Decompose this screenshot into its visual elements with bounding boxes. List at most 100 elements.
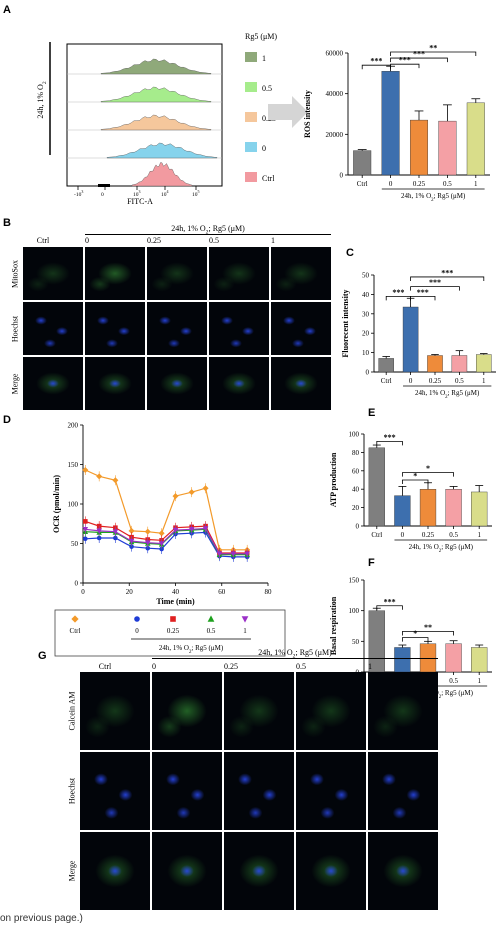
- category-label: 0: [389, 180, 393, 188]
- histogram-curve: [100, 58, 212, 75]
- microscopy-image: [80, 752, 150, 830]
- flow-legend-title: Rg5 (μM): [245, 32, 277, 41]
- flow-tick-label: 103: [133, 189, 141, 198]
- histogram-curve: [131, 162, 193, 187]
- bar: [445, 488, 462, 527]
- bar: [427, 355, 443, 373]
- microscopy-image: [368, 832, 438, 910]
- microscopy-image: [147, 247, 207, 300]
- significance-label: **: [429, 45, 437, 52]
- data-point: [244, 551, 250, 557]
- significance-bracket: [390, 57, 448, 63]
- data-point: [83, 519, 88, 524]
- panel-label-e: E: [368, 407, 376, 419]
- panel-a-flow: 24h, 1% O2 FITC-A -103 0 103 104 105 Rg5 (μM…: [36, 32, 308, 206]
- x-tick-label: 0: [81, 588, 85, 596]
- significance-bracket: [410, 286, 460, 291]
- significance-label: ***: [417, 288, 429, 297]
- data-point: [96, 535, 102, 541]
- bar: [381, 71, 400, 176]
- data-point: [96, 528, 102, 534]
- panel-a-ros-chart: 0 20000 40000 60000 ROS intensity Ctrl 0 0.25 0.…: [303, 45, 490, 203]
- significance-label: ***: [441, 268, 453, 277]
- group-label: 24h, 1% O2; Rg5 (μM): [415, 389, 480, 400]
- legend-label: Ctrl: [70, 627, 81, 635]
- microscopy-image: [152, 832, 222, 910]
- panel-c-fluor-chart: 0 10 20 30 40 50 Fluorecent intensity Ctrl 0 0.25…: [341, 268, 496, 400]
- significance-bracket: [390, 63, 420, 69]
- y-tick-label: 60: [352, 467, 360, 475]
- data-point: [82, 467, 89, 474]
- bar: [409, 119, 429, 176]
- significance-label: *: [426, 464, 430, 473]
- bar: [378, 358, 394, 373]
- category-label: 1: [474, 180, 478, 188]
- series-line: [82, 523, 250, 559]
- legend-swatch: [245, 112, 257, 122]
- y-tick-label: 40: [362, 291, 370, 299]
- panel-label-a: A: [3, 4, 11, 16]
- y-tick-label: 200: [68, 422, 79, 430]
- y-tick-label: 150: [68, 461, 79, 469]
- x-tick-label: 60: [218, 588, 226, 596]
- data-point: [144, 528, 151, 535]
- data-point: [128, 527, 135, 534]
- category-label: 0.5: [455, 377, 464, 385]
- bar: [368, 447, 385, 527]
- category-label: 0.25: [413, 180, 426, 188]
- category-label: 0.5: [449, 531, 458, 539]
- panel-d-ocr-chart: 0 50 100 150 200 0 20 40 60 80 Time (min) OCR (pmol…: [52, 422, 286, 657]
- data-point: [207, 615, 215, 622]
- histogram-curve: [100, 86, 212, 103]
- image-column-label: 0: [152, 662, 156, 671]
- significance-label: *: [413, 472, 417, 481]
- y-tick-label: 50: [362, 272, 370, 280]
- data-point: [158, 541, 165, 547]
- significance-label: ***: [413, 50, 425, 59]
- category-label: 0: [409, 377, 413, 385]
- microscopy-image: [23, 357, 83, 410]
- legend-label: 1: [243, 627, 247, 635]
- microscopy-image: [368, 752, 438, 830]
- category-label: 0: [401, 531, 405, 539]
- bar: [466, 102, 485, 176]
- microscopy-image: [271, 357, 331, 410]
- y-tick-label: 20000: [326, 131, 344, 139]
- category-label: 1: [477, 531, 481, 539]
- microscopy-image: [23, 247, 83, 300]
- data-point: [202, 526, 209, 532]
- line-legend: Ctrl 0 0.25 0.5 1 24h, 1% O2; Rg5 (μM): [54, 609, 286, 657]
- bar: [451, 355, 468, 373]
- microscopy-image: [209, 247, 269, 300]
- microscopy-image: [224, 672, 294, 750]
- y-axis-label: Fluorecent intensity: [341, 289, 350, 357]
- panel-label-g: G: [38, 650, 47, 662]
- y-tick-label: 0: [340, 172, 344, 180]
- microscopy-image: [224, 832, 294, 910]
- category-label: Ctrl: [371, 531, 382, 539]
- significance-label: ***: [370, 57, 382, 66]
- significance-label: ***: [384, 433, 396, 442]
- bar: [402, 306, 419, 373]
- y-axis-label: OCR (pmol/min): [52, 475, 61, 533]
- microscopy-image: [80, 832, 150, 910]
- y-tick-label: 10: [362, 349, 370, 357]
- panel-label-c: C: [346, 247, 354, 259]
- bar: [471, 491, 488, 527]
- y-tick-label: 30: [362, 310, 370, 318]
- flow-tick-label: 105: [192, 189, 200, 198]
- data-point: [71, 615, 79, 623]
- image-column-label: 0.25: [224, 662, 238, 671]
- y-tick-label: 20: [362, 330, 370, 338]
- significance-bracket: [402, 631, 454, 636]
- y-tick-label: 80: [352, 449, 360, 457]
- data-point: [172, 527, 179, 534]
- data-point: [158, 530, 165, 537]
- flow-histogram-tracks: [67, 58, 222, 187]
- microscopy-image: [152, 672, 222, 750]
- legend-label: Ctrl: [262, 174, 275, 183]
- panel-label-f: F: [368, 557, 375, 569]
- y-tick-label: 100: [349, 607, 360, 615]
- legend-label: 1: [262, 54, 266, 63]
- y-axis-label: ATP production: [329, 452, 338, 507]
